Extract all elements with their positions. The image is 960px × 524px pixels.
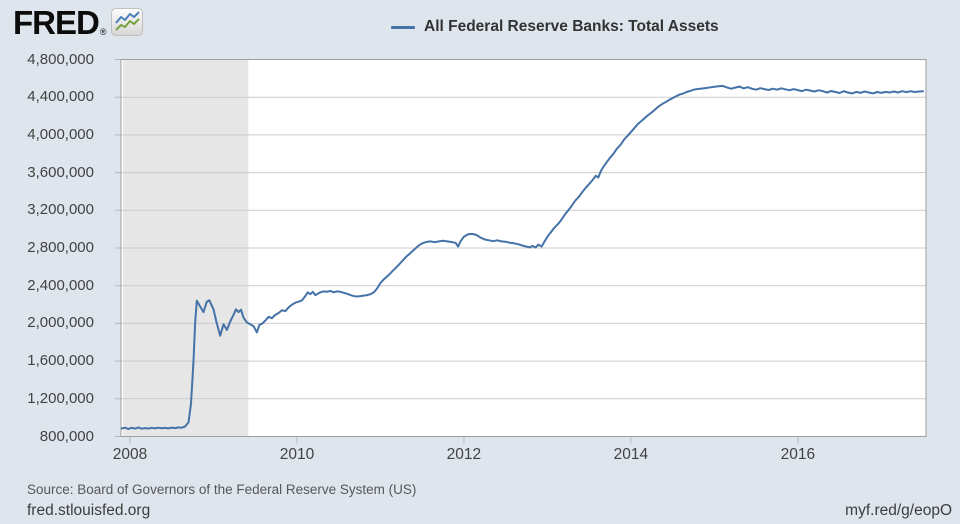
fred-logo-text: FRED — [13, 4, 100, 41]
plot-border — [120, 59, 927, 437]
y-axis-tick-label: 1,200,000 — [27, 389, 94, 407]
fred-logo: FRED ® — [13, 4, 144, 41]
x-axis-tick-label: 2016 — [780, 446, 816, 463]
graph-shortlink[interactable]: myf.red/g/eopO — [845, 502, 952, 519]
y-axis-tick-label: 2,800,000 — [27, 239, 94, 256]
fred-site-link[interactable]: fred.stlouisfed.org — [27, 502, 151, 519]
source-attribution: Source: Board of Governors of the Federa… — [27, 482, 417, 497]
y-axis-tick-label: 3,600,000 — [27, 163, 94, 181]
legend-line-swatch — [391, 25, 415, 29]
fred-logo-chart-icon — [111, 8, 144, 36]
y-axis-tick-label: 4,000,000 — [27, 125, 94, 143]
x-axis-tick-label: 2008 — [112, 446, 148, 463]
x-axis-tick-label: 2012 — [446, 446, 482, 463]
y-axis-tick-label: 4,800,000 — [27, 50, 94, 68]
y-axis-tick-label: 1,600,000 — [27, 352, 94, 370]
y-axis-tick-label: 3,200,000 — [27, 201, 94, 219]
x-axis-tick-label: 2010 — [279, 446, 315, 463]
registered-mark: ® — [99, 27, 107, 37]
legend: All Federal Reserve Banks: Total Assets — [391, 18, 719, 36]
data-line — [120, 84, 925, 430]
y-axis-tick-label: 2,000,000 — [27, 314, 94, 332]
y-axis-tick-label: 800,000 — [39, 427, 94, 445]
x-axis-tick-label: 2014 — [613, 446, 649, 463]
y-axis-tick-label: 4,400,000 — [27, 88, 94, 106]
y-axis-tick-label: 2,400,000 — [27, 276, 94, 294]
legend-series-label: All Federal Reserve Banks: Total Assets — [424, 18, 719, 35]
